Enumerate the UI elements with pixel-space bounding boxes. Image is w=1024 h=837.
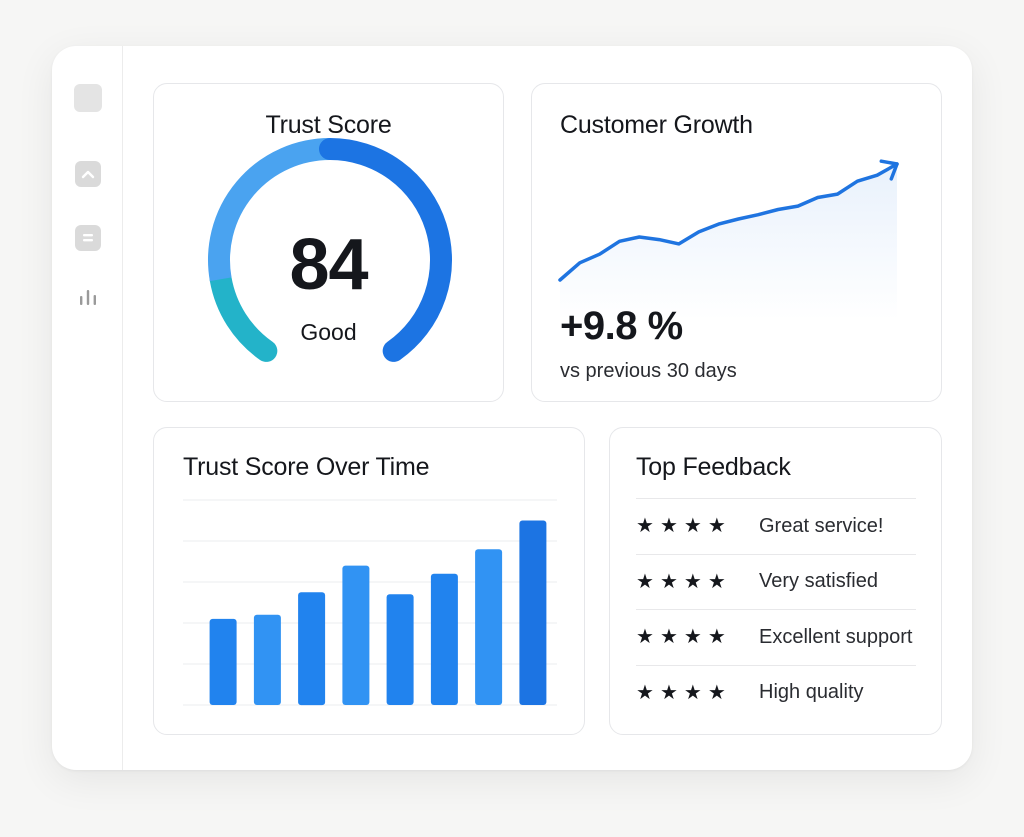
feedback-text: Very satisfied [759,570,878,593]
trust-score-card: Trust Score 84 Good [153,83,504,402]
star-icon: ★ [659,570,678,593]
trust-score-over-time-title: Trust Score Over Time [183,453,430,481]
top-feedback-title: Top Feedback [636,453,791,481]
feedback-text: High quality [759,681,864,704]
gauge-segment-high [319,138,452,362]
star-rating: ★ ★ ★ ★ [636,683,759,703]
star-rating: ★ ★ ★ ★ [636,572,759,592]
bar [253,614,281,705]
bar [342,565,370,705]
trust-score-label: Good [300,319,357,345]
document-icon [83,234,93,242]
trend-area [560,164,897,320]
sidebar-item-collapse[interactable] [75,161,101,187]
star-icon: ★ [659,626,678,649]
feedback-text: Excellent support [759,625,913,648]
feedback-list: ★ ★ ★ ★ Great service! ★ ★ ★ ★ Very satisfied ★ ★ ★ ★… [636,498,916,720]
customer-growth-trend-chart [558,159,899,320]
star-icon: ★ [707,681,726,704]
chevron-up-icon [81,170,95,179]
gauge-segment-low [209,268,278,362]
sidebar-item-documents[interactable] [75,225,101,251]
gauge-segment-mid [208,138,331,282]
feedback-item: ★ ★ ★ ★ High quality [636,664,916,721]
top-feedback-card: Top Feedback ★ ★ ★ ★ Great service! ★ ★ ★ ★ Very … [609,427,942,735]
star-icon: ★ [683,626,702,649]
star-icon: ★ [659,681,678,704]
bar [519,520,547,705]
feedback-item: ★ ★ ★ ★ Excellent support [636,609,916,665]
star-icon: ★ [683,681,702,704]
trend-arrow-head [879,159,899,181]
sidebar-item-home[interactable] [74,84,102,112]
star-icon: ★ [683,570,702,593]
star-icon: ★ [683,515,702,538]
sidebar [52,46,123,770]
customer-growth-subtitle: vs previous 30 days [560,360,737,382]
customer-growth-card: Customer Growth +9.8 % vs previous 30 da… [531,83,942,402]
bar [475,549,503,705]
sidebar-item-analytics[interactable] [75,284,101,310]
star-icon: ★ [636,626,654,649]
star-icon: ★ [707,570,726,593]
customer-growth-value: +9.8 % [560,304,683,348]
star-icon: ★ [636,570,654,593]
star-rating: ★ ★ ★ ★ [636,627,759,647]
customer-growth-title: Customer Growth [560,111,753,139]
bar [209,618,237,705]
bar [386,594,414,705]
feedback-text: Great service! [759,514,884,537]
trust-score-over-time-card: Trust Score Over Time [153,427,585,735]
trust-score-gauge [208,138,452,362]
star-icon: ★ [659,515,678,538]
star-icon: ★ [707,515,726,538]
trust-score-title: Trust Score [265,111,392,139]
trust-score-value: 84 [289,225,368,305]
trend-line [558,162,899,282]
bar [298,592,326,706]
bar [430,573,458,705]
star-rating: ★ ★ ★ ★ [636,516,759,536]
bar-chart-icon [80,290,96,305]
feedback-item: ★ ★ ★ ★ Great service! [636,498,916,554]
star-icon: ★ [636,681,654,704]
star-icon: ★ [707,626,726,649]
feedback-item: ★ ★ ★ ★ Very satisfied [636,553,916,610]
dashboard-window: Trust Score 84 Good Customer Growth +9.8… [52,46,972,770]
star-icon: ★ [636,515,654,538]
trust-score-bar-chart [183,499,557,706]
